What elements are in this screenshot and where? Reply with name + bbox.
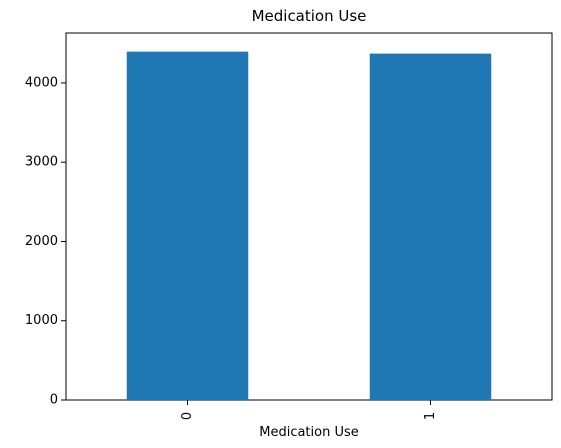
x-tick-label: 0 xyxy=(180,412,195,420)
y-tick-label: 0 xyxy=(50,393,58,408)
x-tick-label: 1 xyxy=(423,412,438,420)
y-axis: 0 1000 2000 3000 4000 xyxy=(25,75,66,408)
plot-frame xyxy=(65,32,553,401)
y-tick-label: 2000 xyxy=(25,234,58,249)
bar-0 xyxy=(126,51,249,400)
chart-title: Medication Use xyxy=(252,7,367,25)
y-tick-label: 3000 xyxy=(25,155,58,170)
y-tick-label: 4000 xyxy=(25,75,58,90)
bars-group xyxy=(126,51,492,400)
y-tick-label: 1000 xyxy=(25,313,58,328)
bar-1 xyxy=(369,53,492,400)
x-axis-label: Medication Use xyxy=(259,425,359,440)
